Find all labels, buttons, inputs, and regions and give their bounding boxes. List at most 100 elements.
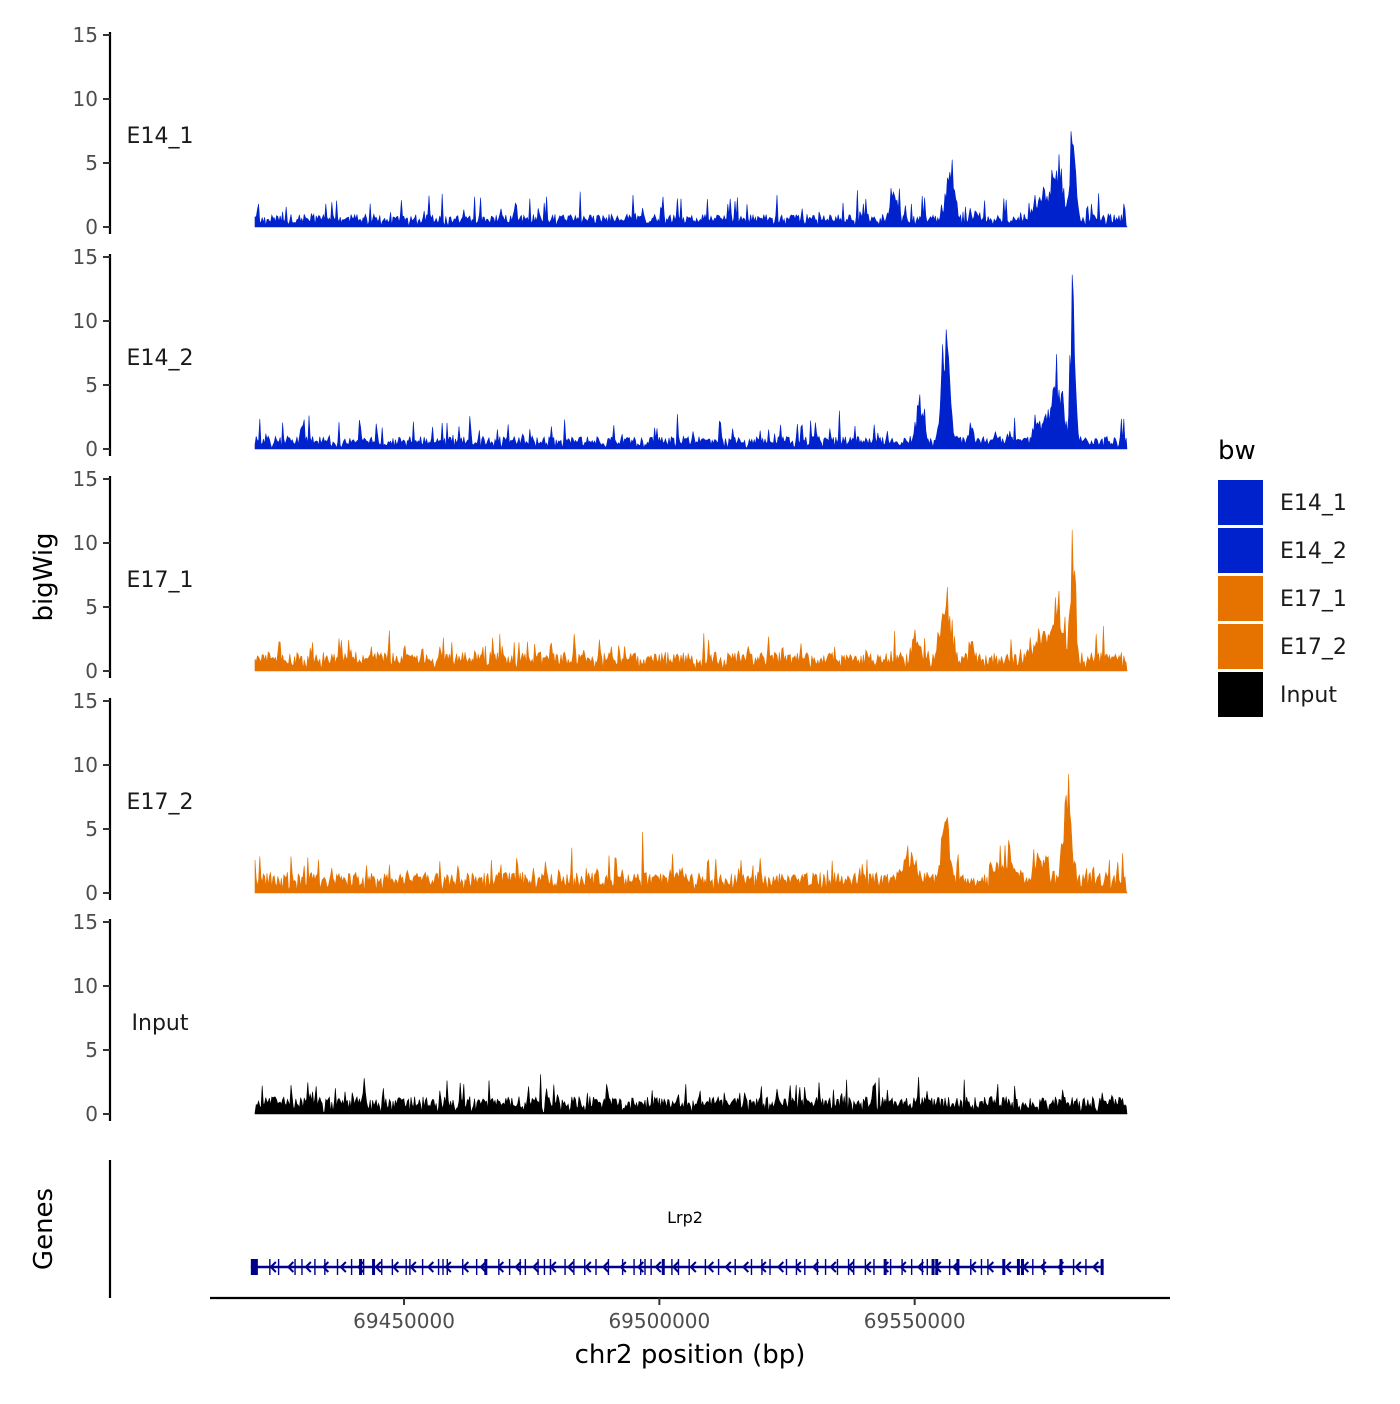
- gene-exon: [519, 1259, 521, 1275]
- gene-exon: [324, 1259, 326, 1275]
- strand-arrow: [286, 1261, 295, 1273]
- gene-exon: [1085, 1259, 1087, 1275]
- gene-exon: [956, 1259, 960, 1275]
- strand-arrow: [986, 1261, 995, 1273]
- gene-exon: [336, 1259, 339, 1275]
- strand-arrow: [269, 1261, 277, 1273]
- gene-exon: [717, 1259, 720, 1275]
- gene-exon: [926, 1259, 928, 1275]
- signal-area-E14_1: [254, 131, 1128, 228]
- gene-exon: [350, 1259, 353, 1275]
- strand-arrow: [619, 1261, 627, 1273]
- y-tick-label: 5: [85, 595, 98, 619]
- gene-exon: [421, 1259, 424, 1275]
- gene-exon: [1032, 1259, 1034, 1275]
- track-label: E14_1: [127, 124, 194, 149]
- strand-arrow: [916, 1261, 925, 1273]
- y-tick-label: 15: [73, 689, 98, 713]
- strand-arrow: [724, 1261, 732, 1273]
- signal-area-Input: [254, 1074, 1128, 1115]
- gene-exon: [564, 1259, 566, 1275]
- x-axis: 69450000 69500000 69550000: [210, 1296, 1170, 1333]
- gene-exon: [677, 1259, 680, 1275]
- gene-exon: [644, 1259, 646, 1275]
- strand-arrow: [426, 1261, 435, 1273]
- strand-arrow: [794, 1261, 802, 1273]
- track-label: E14_2: [127, 346, 194, 371]
- legend-label: Input: [1280, 683, 1337, 708]
- gene-exon: [437, 1259, 440, 1275]
- y-tick-label: 0: [85, 1102, 98, 1126]
- gene-exon: [931, 1259, 935, 1275]
- gene-exon: [824, 1259, 827, 1275]
- track-E14_1: 0 5 10 15 E14_1: [73, 23, 1128, 239]
- y-tick-label: 0: [85, 437, 98, 461]
- gene-exon: [442, 1259, 444, 1275]
- y-tick-label: 0: [85, 881, 98, 905]
- x-axis-title: chr2 position (bp): [575, 1340, 806, 1370]
- y-tick-label: 15: [73, 910, 98, 934]
- strand-arrow: [461, 1261, 470, 1273]
- strand-arrow: [514, 1261, 522, 1273]
- strand-arrow: [811, 1261, 820, 1273]
- gene-exon: [277, 1259, 280, 1275]
- legend: bw E14_1 E14_2 E17_1 E17_2 Input: [1218, 436, 1347, 717]
- strand-arrow: [706, 1261, 715, 1273]
- strand-arrow: [899, 1261, 907, 1273]
- y-tick-label: 10: [73, 87, 98, 111]
- track-E17_2: 0 5 10 15 E17_2: [73, 689, 1128, 905]
- strand-arrow: [374, 1261, 382, 1273]
- y-tick-label: 10: [73, 309, 98, 333]
- y-tick-label: 10: [73, 974, 98, 998]
- strand-arrow: [1074, 1261, 1082, 1273]
- strand-arrow: [321, 1261, 330, 1273]
- gene-exon: [359, 1259, 363, 1275]
- strand-arrow: [1039, 1261, 1047, 1273]
- legend-title: bw: [1218, 436, 1256, 466]
- gene-exon: [524, 1259, 527, 1275]
- bigwig-tracks: 0 5 10 15 E14_1 0 5 10 15 E14_2 0 5 10 15 E17_1 0 5 10 15 E…: [73, 23, 1128, 1126]
- strand-arrow: [864, 1261, 872, 1273]
- legend-key-E14_2: [1218, 528, 1263, 573]
- gene-exon: [948, 1259, 951, 1275]
- gene-exon: [1059, 1259, 1063, 1275]
- gene-exon: [381, 1259, 383, 1275]
- y-tick-label: 5: [85, 373, 98, 397]
- strand-arrow: [654, 1261, 662, 1273]
- gene-exon: [405, 1259, 407, 1275]
- gene-exon: [688, 1259, 690, 1275]
- strand-arrow: [934, 1261, 942, 1273]
- strand-arrow: [496, 1261, 505, 1273]
- gene-exon: [873, 1259, 875, 1275]
- gene-exon: [639, 1259, 642, 1275]
- gene-exon: [889, 1259, 892, 1275]
- strand-arrow: [566, 1261, 575, 1273]
- gene-exon: [573, 1259, 575, 1275]
- gene-exon: [475, 1259, 478, 1275]
- strand-arrow: [584, 1261, 592, 1273]
- strand-arrow: [356, 1261, 365, 1273]
- track-label: E17_1: [127, 568, 194, 593]
- track-label: Input: [132, 1011, 189, 1036]
- track-E17_1: 0 5 10 15 E17_1: [73, 467, 1128, 683]
- strand-arrow: [549, 1261, 557, 1273]
- gene-exon: [671, 1259, 673, 1275]
- strand-arrow: [671, 1261, 680, 1273]
- y-tick-label: 0: [85, 659, 98, 683]
- gene-exon: [836, 1259, 839, 1275]
- gene-exon: [314, 1259, 316, 1275]
- legend-label: E17_2: [1280, 635, 1347, 660]
- y-tick-label: 5: [85, 151, 98, 175]
- gene-exon: [883, 1259, 887, 1275]
- gene-exon: [804, 1259, 806, 1275]
- track-label: E17_2: [127, 790, 194, 815]
- legend-key-E14_1: [1218, 480, 1263, 525]
- legend-key-Input: [1218, 672, 1263, 717]
- signal-area-E17_2: [254, 773, 1128, 894]
- signal-area-E17_1: [254, 529, 1128, 672]
- gene-exon: [980, 1259, 983, 1275]
- gene-exon: [446, 1259, 448, 1275]
- strand-arrow: [1004, 1261, 1012, 1273]
- gene-exon: [372, 1259, 376, 1275]
- gene-exon: [1100, 1259, 1104, 1275]
